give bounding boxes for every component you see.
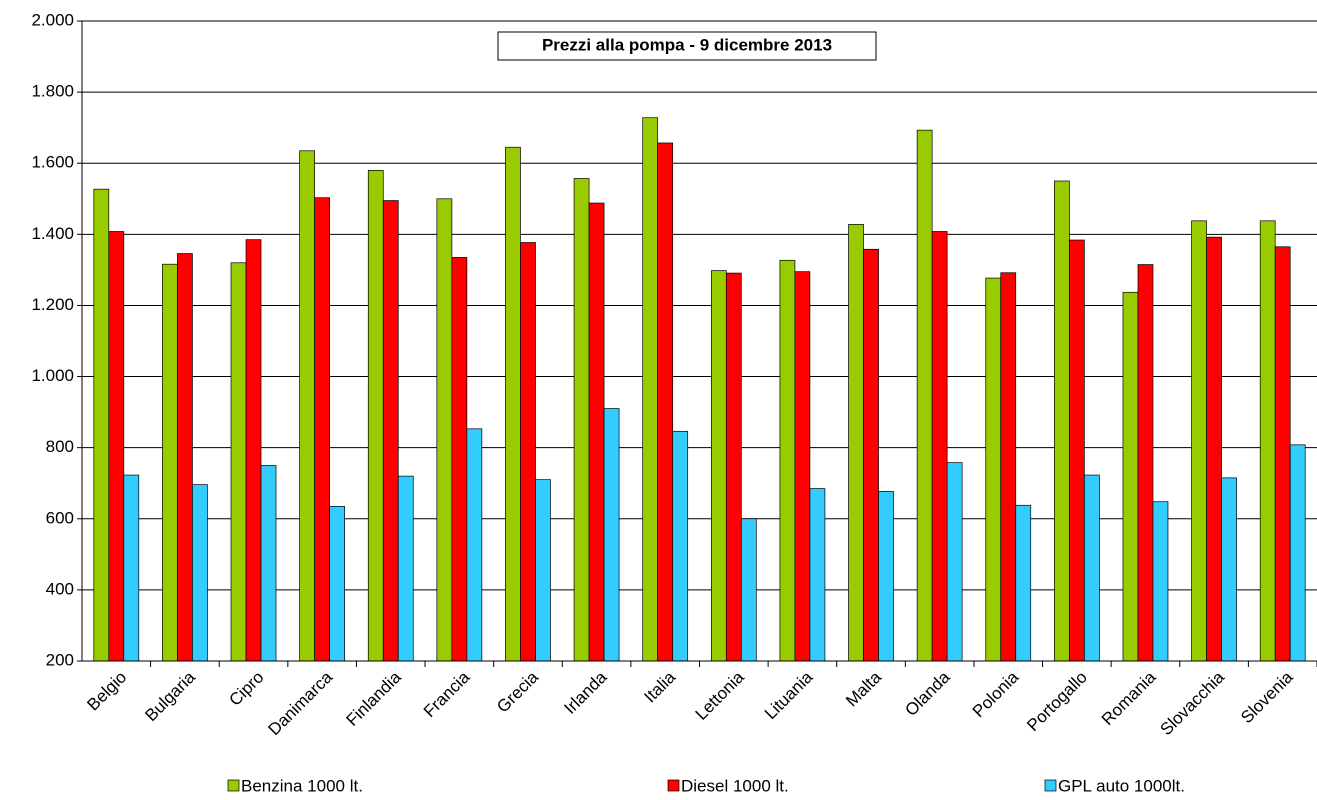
bar [535, 479, 551, 662]
bar [505, 146, 521, 662]
x-tick-label: Portogallo [1023, 668, 1091, 736]
bar [1274, 246, 1291, 662]
bar [1259, 220, 1276, 662]
y-tick-label: 800 [46, 437, 74, 456]
legend-swatch [1044, 779, 1057, 792]
x-tick-label: Lituania [761, 667, 817, 723]
bar [397, 475, 414, 662]
bar [779, 259, 796, 662]
bar [230, 262, 247, 662]
y-tick-label: 1.800 [31, 82, 74, 101]
bar [451, 257, 468, 662]
y-tick-label: 600 [46, 508, 74, 527]
bar [162, 263, 178, 662]
grid [82, 20, 1317, 662]
legend-label: Diesel 1000 lt. [681, 776, 789, 795]
bar [382, 200, 399, 662]
chart-title: Prezzi alla pompa - 9 dicembre 2013 [542, 35, 832, 54]
y-tick-label: 1.000 [31, 366, 74, 385]
bar [314, 197, 330, 662]
bar [299, 150, 315, 662]
bar [123, 474, 140, 662]
bar [725, 272, 742, 662]
bar [657, 142, 674, 662]
x-tick-label: Malta [842, 667, 885, 710]
x-tick-label: Danimarca [265, 667, 337, 739]
bar [672, 430, 689, 662]
bar [985, 277, 1002, 662]
x-tick-label: Slovacchia [1157, 667, 1229, 739]
bar [177, 253, 193, 662]
y-tick-label: 1.400 [31, 224, 74, 243]
bar [1054, 180, 1070, 662]
bar [367, 169, 384, 662]
bar [1000, 272, 1017, 662]
y-tick-label: 200 [46, 650, 74, 669]
bar [1122, 291, 1139, 662]
bars [93, 117, 1306, 662]
legend-swatch [227, 779, 240, 792]
bar [520, 242, 536, 662]
bar [93, 188, 110, 662]
x-tick-label: Slovenia [1237, 667, 1297, 727]
legend-swatch [667, 779, 680, 792]
bar [1152, 501, 1169, 662]
bar [848, 224, 864, 662]
bar [1289, 444, 1306, 662]
bar [794, 271, 811, 662]
bar [1206, 236, 1222, 662]
bar [466, 428, 483, 662]
bar [740, 518, 757, 662]
y-tick-label: 2.000 [31, 10, 74, 29]
y-tick-label: 1.600 [31, 153, 74, 172]
legend-label: Benzina 1000 lt. [241, 776, 363, 795]
bar [809, 488, 826, 662]
bar [710, 270, 727, 662]
title-box [497, 31, 877, 61]
bar [573, 178, 590, 662]
x-tick-label: Grecia [493, 667, 542, 716]
x-tick-label: Bulgaria [141, 667, 199, 725]
bar [946, 462, 963, 662]
bar [108, 231, 125, 662]
y-tick-label: 1.200 [31, 295, 74, 314]
x-tick-label: Polonia [969, 667, 1023, 721]
bar [916, 129, 933, 662]
bar [863, 248, 879, 662]
x-tick-label: Irlanda [560, 667, 611, 718]
y-tick-label: 400 [46, 579, 74, 598]
bar [588, 202, 605, 662]
x-tick-label: Italia [640, 667, 679, 706]
bar [878, 491, 894, 662]
x-tick-label: Romania [1098, 667, 1160, 729]
x-tick-label: Lettonia [692, 667, 749, 724]
bar [1137, 264, 1154, 662]
bar [1191, 220, 1207, 662]
x-tick-label: Finlandia [343, 667, 406, 730]
legend-label: GPL auto 1000lt. [1058, 776, 1185, 795]
x-tick-label: Belgio [83, 668, 130, 715]
x-tick-label: Cipro [225, 668, 267, 710]
bar [1015, 504, 1032, 662]
bar [329, 505, 345, 662]
bar [603, 408, 620, 662]
bar [436, 198, 453, 662]
bar [931, 231, 948, 662]
x-tick-label: Olanda [901, 667, 954, 720]
bar [1221, 477, 1237, 662]
bar [245, 239, 262, 662]
bar [1084, 474, 1100, 662]
bar [1069, 239, 1085, 662]
bar [260, 465, 277, 662]
bar [642, 117, 659, 662]
bar [192, 484, 208, 662]
x-tick-label: Francia [420, 667, 474, 721]
